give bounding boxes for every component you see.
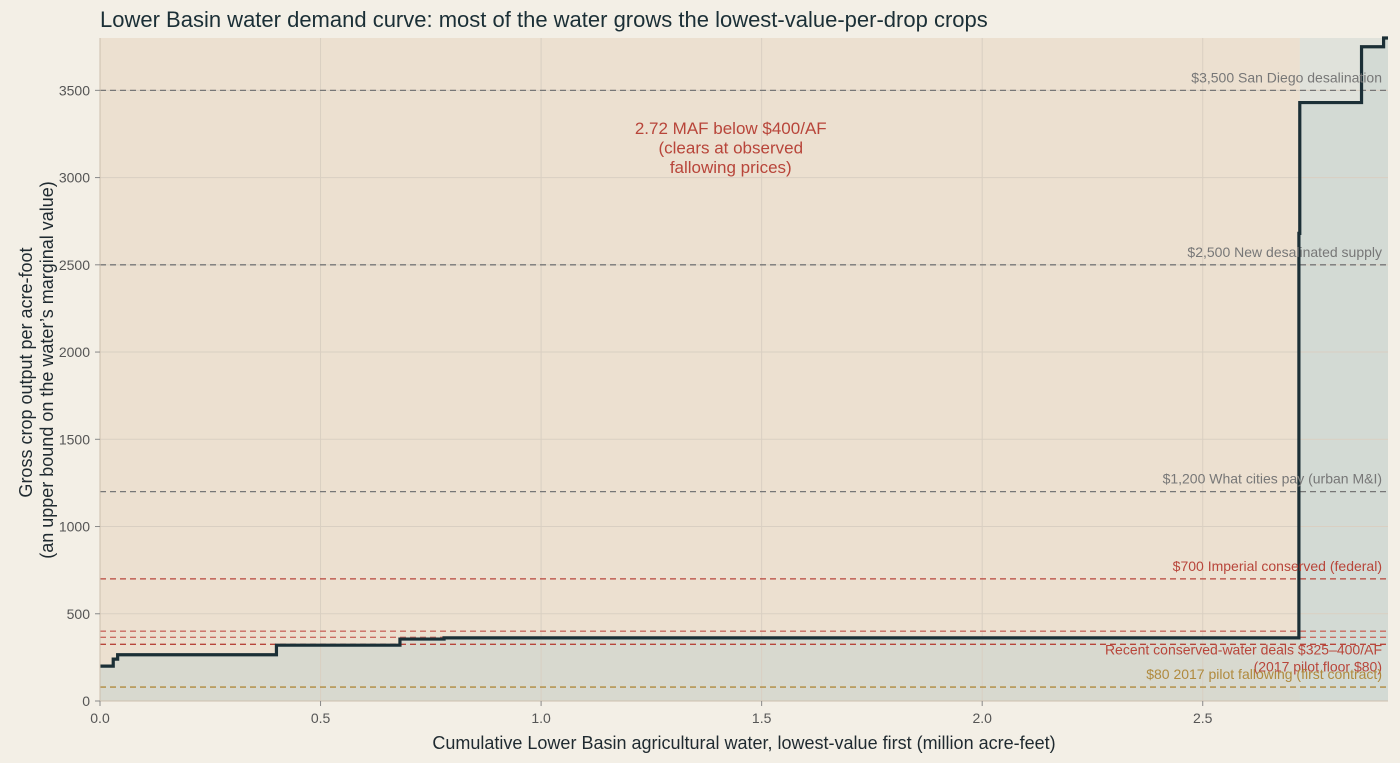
- y-tick-label-2: 1000: [59, 519, 90, 535]
- reference-line-label-2: $1,200 What cities pay (urban M&I): [1163, 471, 1382, 487]
- text-layer: $3,500 San Diego desalination $2,500 New …: [635, 69, 1382, 682]
- reference-line-label-0: $3,500 San Diego desalination: [1191, 69, 1382, 85]
- annotation-0-line-1: (clears at observed: [658, 138, 803, 157]
- annotation-0: 2.72 MAF below $400/AF (clears at observe…: [635, 119, 827, 177]
- background-layer: [100, 38, 1388, 701]
- reference-line-label-6: Recent conserved-water deals $325–400/AF…: [1105, 641, 1382, 674]
- y-axis-title: Gross crop output per acre-foot (an uppe…: [16, 181, 57, 559]
- x-axis-title: Cumulative Lower Basin agricultural wate…: [432, 733, 1055, 753]
- series-layer: [100, 36, 1388, 668]
- x-tick-label-4: 2.0: [972, 710, 992, 726]
- plot-area: [100, 38, 1388, 701]
- x-tick-label-0: 0.0: [90, 710, 110, 726]
- y-tick-label-3: 1500: [59, 431, 90, 447]
- annotation-0-line-0: 2.72 MAF below $400/AF: [635, 119, 827, 138]
- reference-line-label-2-line-0: $1,200 What cities pay (urban M&I): [1163, 471, 1382, 487]
- reference-line-label-7-line-0: $80 2017 pilot fallowing (first contract…: [1146, 666, 1382, 682]
- y-tick-label-7: 3500: [59, 82, 90, 98]
- y-tick-label-0: 0: [82, 693, 90, 709]
- x-tick-label-5: 2.5: [1193, 710, 1213, 726]
- chart-title: Lower Basin water demand curve: most of …: [100, 7, 988, 32]
- x-tick-label-3: 1.5: [752, 710, 772, 726]
- y-tick-label-5: 2500: [59, 257, 90, 273]
- x-tick-label-2: 1.0: [531, 710, 551, 726]
- y-tick-label-6: 3000: [59, 170, 90, 186]
- axis-layer: 0.0 0.5 1.0 1.5 2.0 2.5 0 500 1000 1500 2000 2500 30…: [59, 38, 1388, 726]
- y-tick-label-4: 2000: [59, 344, 90, 360]
- reference-line-label-6-line-1: (2017 pilot floor $80): [1254, 658, 1382, 674]
- reference-line-label-0-line-0: $3,500 San Diego desalination: [1191, 69, 1382, 85]
- reference-line-label-1-line-0: $2,500 New desalinated supply: [1187, 244, 1382, 260]
- reference-line-label-6-line-0: Recent conserved-water deals $325–400/AF: [1105, 641, 1382, 657]
- reference-line-label-3-line-0: $700 Imperial conserved (federal): [1173, 558, 1382, 574]
- series-step-line: [100, 36, 1388, 668]
- y-tick-label-1: 500: [67, 606, 91, 622]
- reference-line-label-7: $80 2017 pilot fallowing (first contract…: [1146, 666, 1382, 682]
- shaded-region-0: [100, 38, 1300, 701]
- x-tick-label-1: 0.5: [311, 710, 331, 726]
- reference-line-label-3: $700 Imperial conserved (federal): [1173, 558, 1382, 574]
- y-axis-title-line-2: (an upper bound on the water’s marginal …: [37, 181, 57, 559]
- annotation-0-line-2: fallowing prices): [670, 158, 792, 177]
- y-axis-title-line-1: Gross crop output per acre-foot: [16, 247, 36, 497]
- reference-line-label-1: $2,500 New desalinated supply: [1187, 244, 1382, 260]
